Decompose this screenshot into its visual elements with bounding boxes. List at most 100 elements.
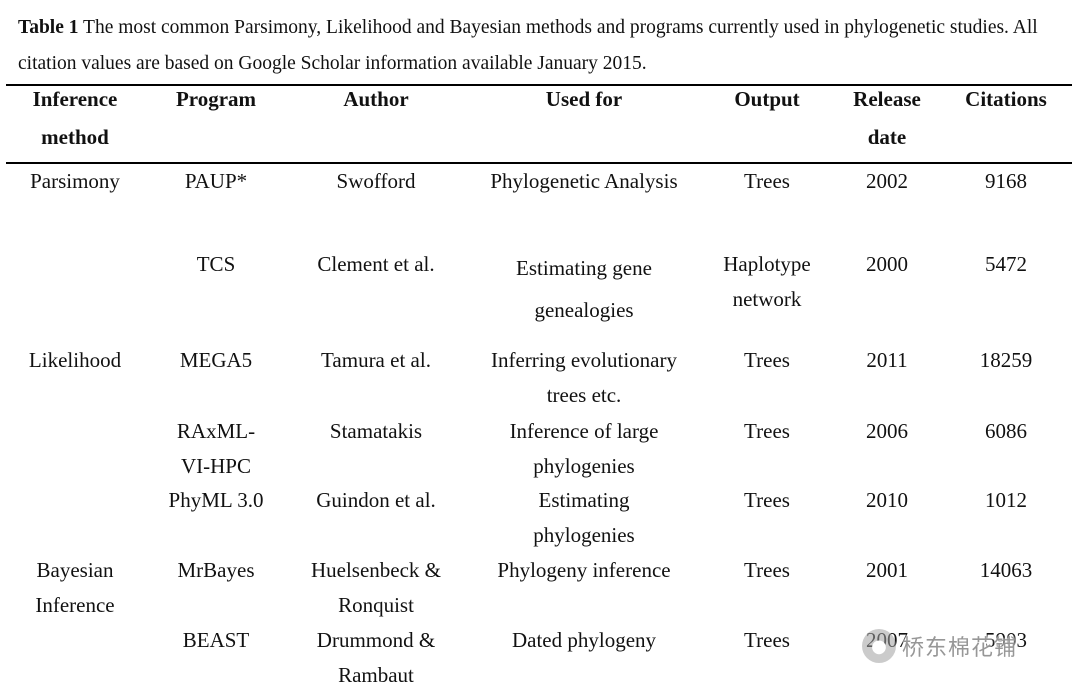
cell-line: Trees: [744, 628, 790, 652]
table-label: Table 1: [18, 17, 79, 38]
cell-line: Estimating: [538, 488, 630, 512]
cell-line: Trees: [744, 348, 790, 372]
cell-line: Inferring evolutionary: [490, 348, 678, 372]
cell-author: Stamatakis: [290, 414, 462, 449]
cell-method: Likelihood: [6, 343, 144, 378]
cell-author: Clement et al.: [290, 247, 462, 282]
cell-used-for: Phylogeny inference: [466, 553, 702, 588]
table-header-rule: [6, 162, 1072, 164]
cell-line: PAUP*: [184, 169, 248, 193]
cell-line: Trees: [744, 419, 790, 443]
header-used-for: Used for: [466, 80, 702, 118]
cell-program: MEGA5: [146, 343, 286, 378]
cell-line: RAxML-: [176, 419, 256, 443]
cell-line: 2001: [866, 558, 908, 582]
cell-line: Drummond &: [316, 628, 436, 652]
cell-author: Drummond & Rambaut: [290, 623, 462, 693]
header-line: Author: [343, 87, 409, 111]
cell-line: Inference: [35, 593, 115, 617]
cell-release: 2000: [832, 247, 942, 282]
cell-line: Stamatakis: [329, 419, 423, 443]
cell-line: 1012: [985, 488, 1027, 512]
cell-line: PhyML 3.0: [168, 488, 264, 512]
cell-line: phylogenies: [533, 523, 635, 547]
cell-line: Estimating gene: [516, 256, 652, 280]
cell-method: Parsimony: [6, 164, 144, 199]
cell-line: Guindon et al.: [316, 488, 436, 512]
cell-citations: 5903: [944, 623, 1068, 658]
cell-line: network: [732, 287, 802, 311]
cell-output: Trees: [704, 623, 830, 658]
cell-author: Swofford: [290, 164, 462, 199]
cell-program: MrBayes: [146, 553, 286, 588]
cell-line: Trees: [744, 169, 790, 193]
cell-output: Trees: [704, 483, 830, 518]
header-line: date: [867, 125, 907, 149]
header-line: Release: [853, 87, 921, 111]
cell-line: Swofford: [336, 169, 416, 193]
cell-used-for: Estimating phylogenies: [466, 483, 702, 553]
cell-output: Trees: [704, 414, 830, 449]
cell-program: TCS: [146, 247, 286, 282]
cell-output: Trees: [704, 343, 830, 378]
cell-line: 14063: [979, 558, 1033, 582]
cell-citations: 6086: [944, 414, 1068, 449]
cell-line: 5903: [985, 628, 1027, 652]
cell-used-for: Dated phylogeny: [466, 623, 702, 658]
cell-line: Tamura et al.: [321, 348, 431, 372]
table-top-rule: [6, 84, 1072, 86]
cell-line: 2006: [866, 419, 908, 443]
cell-line: phylogenies: [533, 454, 635, 478]
cell-used-for: Inferring evolutionary trees etc.: [466, 343, 702, 413]
cell-release: 2006: [832, 414, 942, 449]
cell-output: Haplotype network: [704, 247, 830, 317]
cell-line: 2002: [866, 169, 908, 193]
header-program: Program: [146, 80, 286, 118]
wechat-logo-icon: ●: [862, 629, 896, 663]
cell-output: Trees: [704, 164, 830, 199]
header-method: Inference method: [6, 80, 144, 156]
header-line: Citations: [965, 87, 1047, 111]
cell-author: Tamura et al.: [290, 343, 462, 378]
table-caption: Table 1 The most common Parsimony, Likel…: [18, 10, 1068, 82]
cell-line: 2010: [866, 488, 908, 512]
header-line: Output: [734, 87, 800, 111]
cell-used-for: Estimating gene genealogies: [466, 247, 702, 331]
cell-program: PhyML 3.0: [146, 483, 286, 518]
cell-line: BEAST: [182, 628, 250, 652]
watermark-text: 桥东棉花铺: [902, 636, 1018, 661]
cell-program: RAxML- VI-HPC: [146, 414, 286, 484]
cell-method: Bayesian Inference: [6, 553, 144, 623]
cell-output: Trees: [704, 553, 830, 588]
cell-line: Huelsenbeck &: [310, 558, 442, 582]
cell-used-for: Inference of large phylogenies: [466, 414, 702, 484]
cell-line: trees etc.: [546, 383, 622, 407]
header-citations: Citations: [944, 80, 1068, 118]
cell-citations: 14063: [944, 553, 1068, 588]
cell-citations: 18259: [944, 343, 1068, 378]
cell-citations: 1012: [944, 483, 1068, 518]
cell-line: 9168: [985, 169, 1027, 193]
cell-program: PAUP*: [146, 164, 286, 199]
cell-release: 2002: [832, 164, 942, 199]
cell-release: 2010: [832, 483, 942, 518]
cell-line: Bayesian: [36, 558, 114, 582]
cell-release: 2011: [832, 343, 942, 378]
header-line: Inference: [32, 87, 118, 111]
cell-line: 6086: [985, 419, 1027, 443]
cell-line: genealogies: [534, 298, 634, 322]
cell-line: Inference of large: [509, 419, 659, 443]
cell-line: TCS: [196, 252, 236, 276]
cell-line: MrBayes: [177, 558, 255, 582]
cell-line: 5472: [985, 252, 1027, 276]
caption-text: The most common Parsimony, Likelihood an…: [18, 17, 1038, 74]
cell-line: Phylogenetic Analysis: [490, 169, 678, 193]
cell-release: 2001: [832, 553, 942, 588]
cell-line: Rambaut: [338, 663, 414, 687]
cell-line: Ronquist: [338, 593, 414, 617]
cell-line: Dated phylogeny: [511, 628, 657, 652]
header-author: Author: [290, 80, 462, 118]
cell-line: 2000: [866, 252, 908, 276]
cell-line: Phylogeny inference: [497, 558, 671, 582]
cell-author: Huelsenbeck & Ronquist: [290, 553, 462, 623]
